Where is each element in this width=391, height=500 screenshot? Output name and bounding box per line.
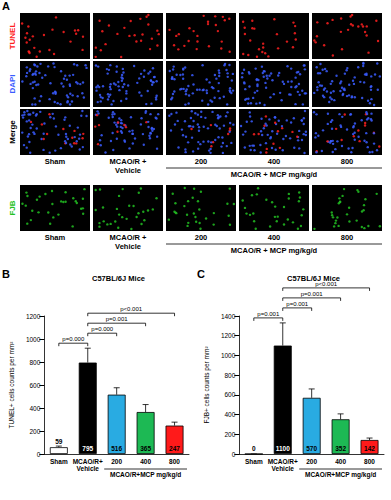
svg-text:1400: 1400 — [221, 313, 236, 320]
svg-text:247: 247 — [169, 445, 180, 452]
svg-text:p=0.000: p=0.000 — [62, 336, 85, 342]
svg-text:200: 200 — [195, 157, 208, 166]
svg-text:570: 570 — [306, 445, 317, 452]
svg-text:p=0.001: p=0.001 — [286, 301, 309, 307]
svg-text:400: 400 — [30, 405, 41, 412]
svg-text:C57BL/6J Mice: C57BL/6J Mice — [92, 274, 145, 283]
svg-text:795: 795 — [82, 445, 93, 452]
svg-text:1000: 1000 — [26, 336, 41, 343]
svg-text:352: 352 — [335, 445, 346, 452]
svg-text:B: B — [2, 268, 10, 280]
svg-text:MCAO/R + MCP mg/kg/d: MCAO/R + MCP mg/kg/d — [231, 170, 318, 179]
svg-text:MCAO/R+MCP mg/kg/d: MCAO/R+MCP mg/kg/d — [305, 471, 376, 479]
svg-text:Vehicle: Vehicle — [115, 242, 141, 251]
svg-text:1200: 1200 — [26, 313, 41, 320]
svg-text:800: 800 — [341, 233, 354, 242]
svg-text:p=0.001: p=0.001 — [106, 316, 129, 322]
svg-text:MCAO/R+: MCAO/R+ — [268, 458, 298, 465]
svg-text:400: 400 — [140, 458, 151, 465]
svg-text:Vehicle: Vehicle — [115, 166, 141, 175]
svg-text:p=0.001: p=0.001 — [257, 311, 280, 317]
svg-text:DAPI: DAPI — [8, 74, 17, 93]
svg-text:600: 600 — [30, 382, 41, 389]
svg-text:0: 0 — [37, 451, 41, 458]
svg-text:600: 600 — [225, 391, 236, 398]
svg-text:MCAO/R + MCP mg/kg/d: MCAO/R + MCP mg/kg/d — [231, 246, 318, 255]
svg-text:0: 0 — [252, 445, 256, 452]
svg-text:C: C — [197, 268, 205, 280]
svg-text:C57BL/6J Mice: C57BL/6J Mice — [287, 274, 340, 283]
svg-text:p<0.001: p<0.001 — [120, 306, 143, 312]
svg-text:200: 200 — [306, 458, 317, 465]
svg-text:400: 400 — [268, 233, 281, 242]
svg-text:142: 142 — [364, 445, 375, 452]
svg-text:A: A — [2, 0, 10, 12]
svg-text:Sham: Sham — [245, 458, 263, 465]
svg-text:TUNEL: TUNEL — [8, 23, 17, 50]
svg-text:p=0.001: p=0.001 — [301, 291, 324, 297]
svg-text:p<0.001: p<0.001 — [315, 280, 338, 287]
svg-text:Sham: Sham — [45, 233, 66, 242]
svg-text:FJB: FJB — [8, 200, 17, 215]
svg-text:400: 400 — [335, 458, 346, 465]
svg-text:800: 800 — [30, 359, 41, 366]
svg-text:MCAO/R +: MCAO/R + — [110, 157, 147, 166]
svg-text:400: 400 — [268, 157, 281, 166]
svg-text:516: 516 — [111, 445, 122, 452]
svg-text:400: 400 — [225, 411, 236, 418]
svg-text:365: 365 — [140, 445, 151, 452]
svg-text:Sham: Sham — [45, 157, 66, 166]
svg-text:Vehicle: Vehicle — [77, 465, 100, 472]
svg-text:MCAO/R+: MCAO/R+ — [73, 458, 103, 465]
svg-text:TUNEL+ cells counts per mm²: TUNEL+ cells counts per mm² — [8, 341, 16, 429]
svg-text:200: 200 — [225, 431, 236, 438]
svg-text:800: 800 — [169, 458, 180, 465]
svg-text:Merge: Merge — [8, 120, 17, 144]
svg-text:1000: 1000 — [221, 352, 236, 359]
svg-text:0: 0 — [232, 451, 236, 458]
svg-text:200: 200 — [111, 458, 122, 465]
svg-text:200: 200 — [195, 233, 208, 242]
svg-text:FJB+ cells counts per mm²: FJB+ cells counts per mm² — [203, 346, 211, 424]
svg-text:1200: 1200 — [221, 332, 236, 339]
svg-text:Sham: Sham — [50, 458, 68, 465]
svg-text:800: 800 — [225, 372, 236, 379]
svg-text:800: 800 — [341, 157, 354, 166]
svg-text:MCAO/R +: MCAO/R + — [110, 233, 147, 242]
svg-text:59: 59 — [55, 438, 63, 445]
svg-text:200: 200 — [30, 428, 41, 435]
svg-text:Vehicle: Vehicle — [272, 465, 295, 472]
svg-text:1100: 1100 — [276, 445, 290, 452]
svg-text:800: 800 — [364, 458, 375, 465]
svg-text:p=0.000: p=0.000 — [91, 326, 114, 332]
svg-text:MCAO/R+MCP mg/kg/d: MCAO/R+MCP mg/kg/d — [110, 471, 181, 479]
